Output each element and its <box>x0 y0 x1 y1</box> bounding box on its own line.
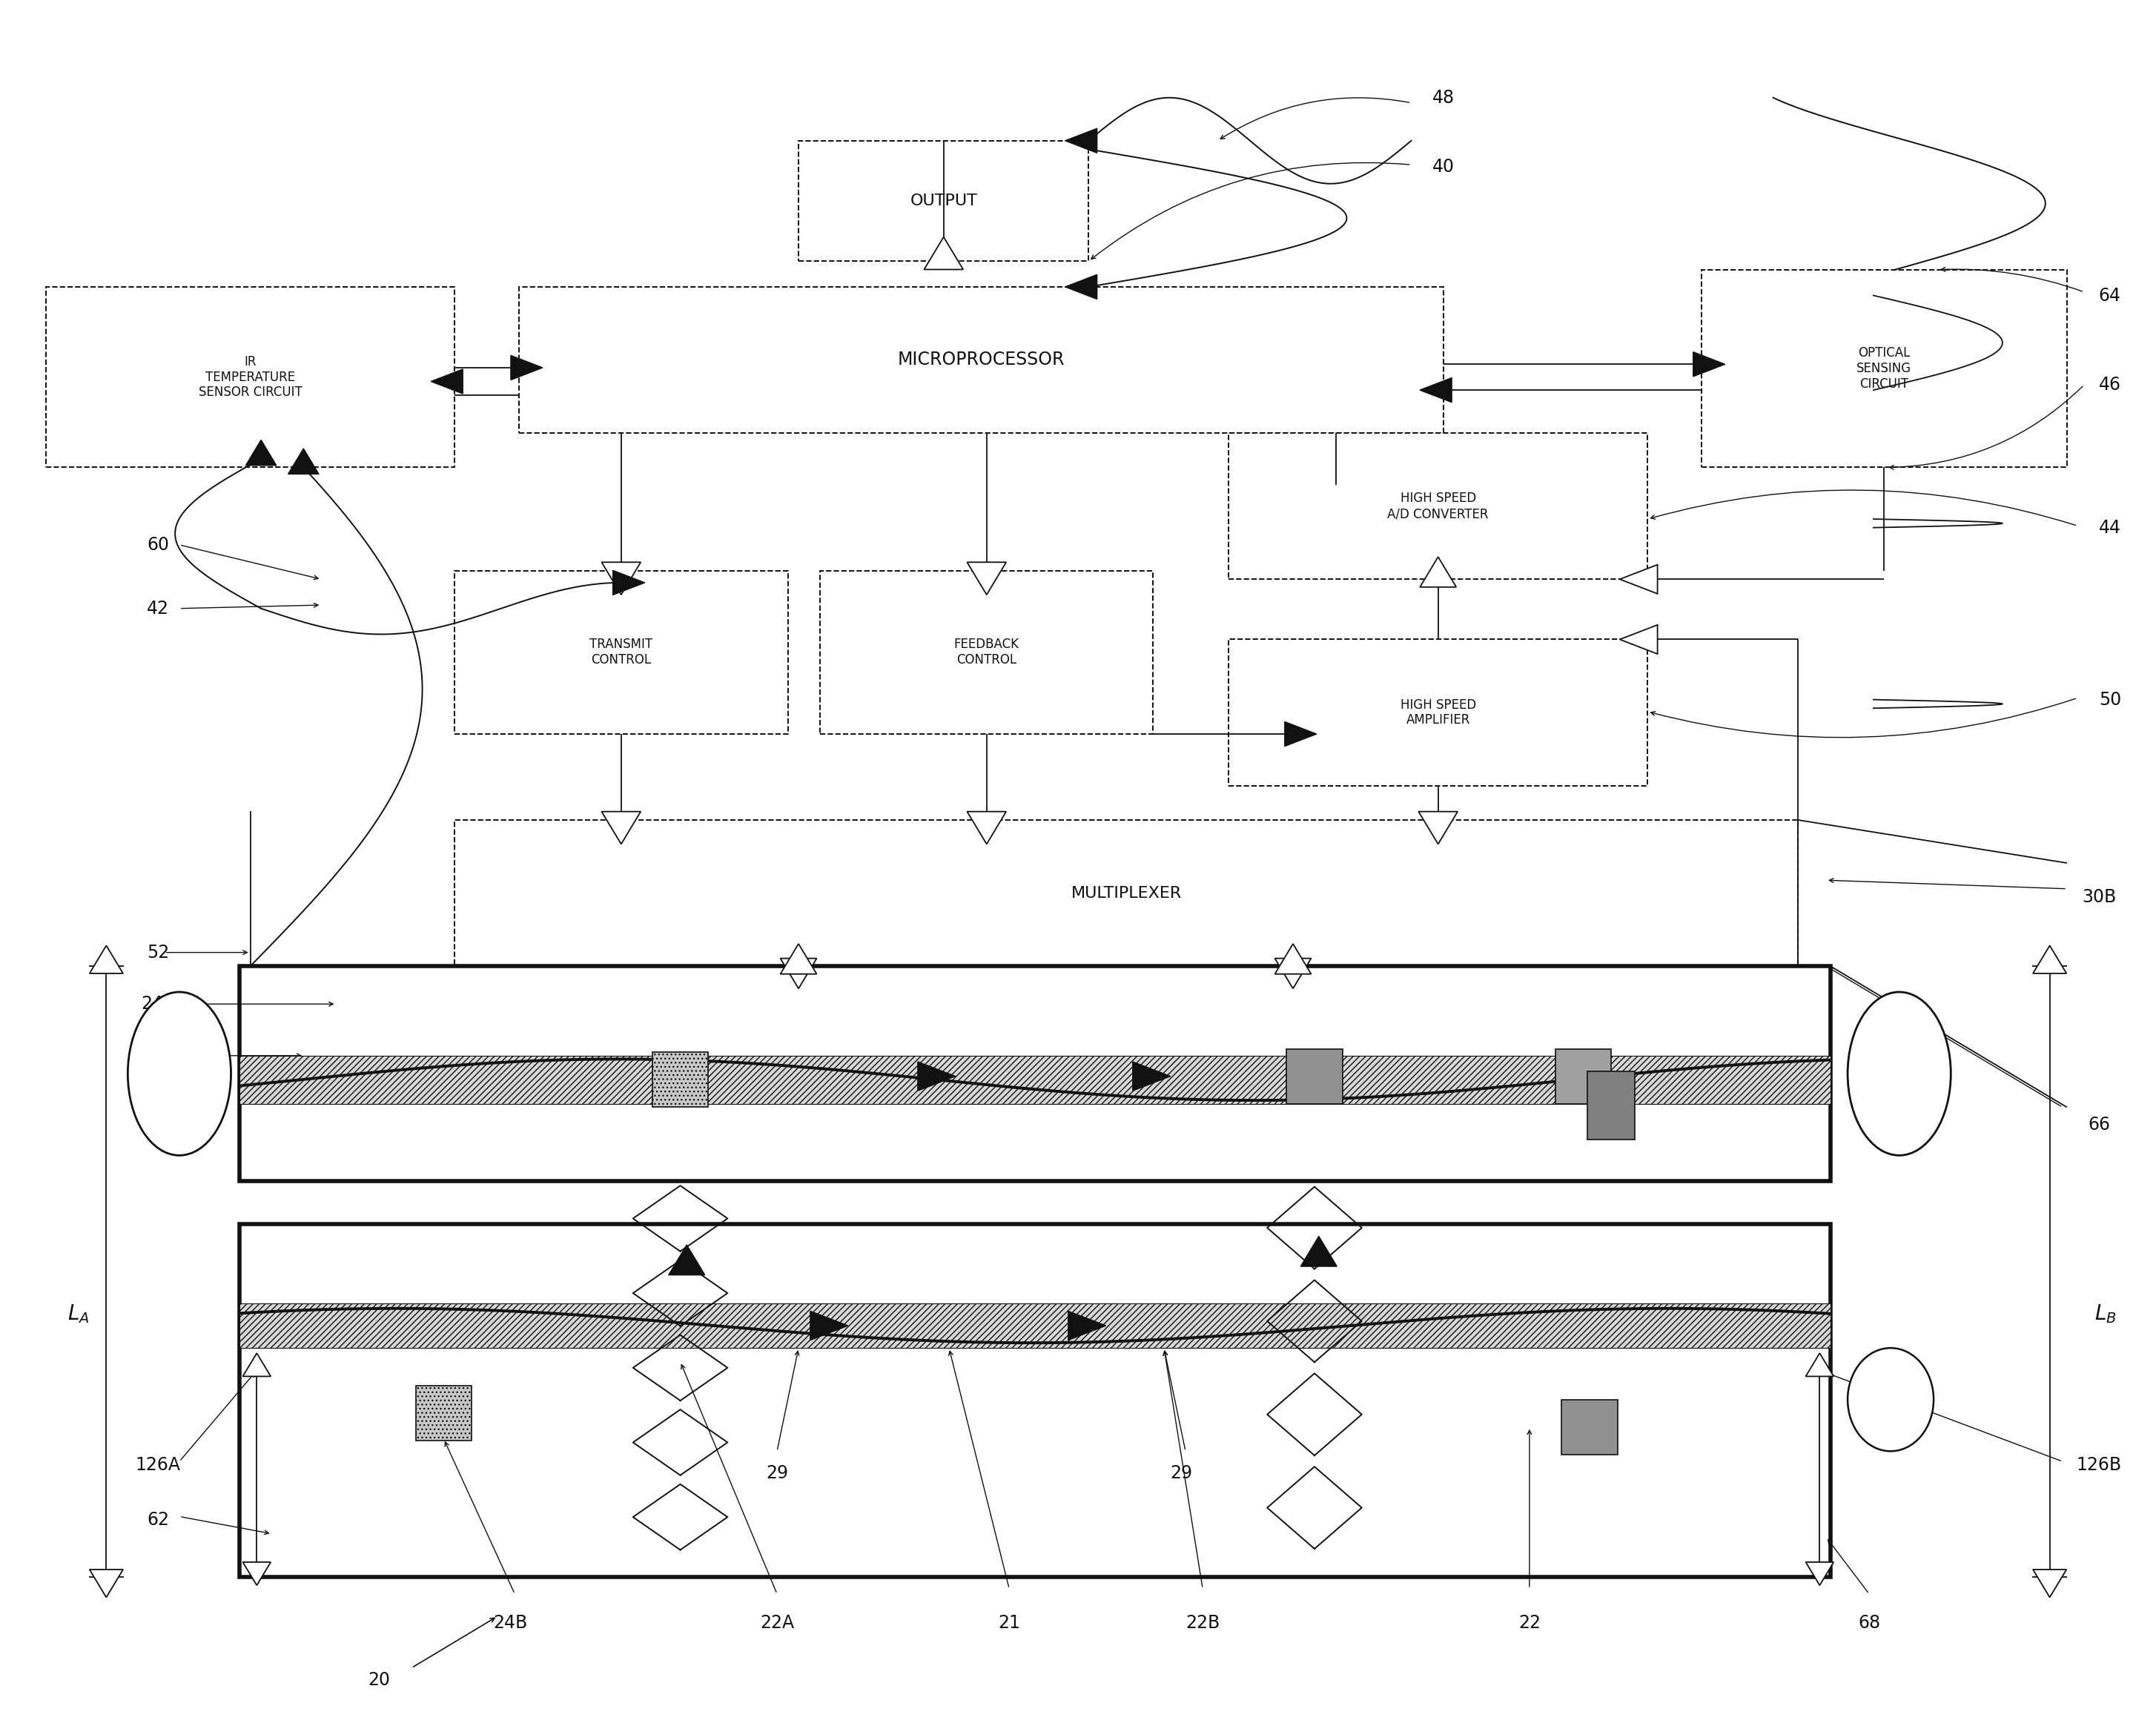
Ellipse shape <box>127 992 231 1155</box>
Text: $L_A$: $L_A$ <box>67 1303 88 1324</box>
Text: 30A: 30A <box>140 1051 175 1070</box>
Polygon shape <box>968 811 1007 844</box>
Bar <box>239 1056 1830 1103</box>
Polygon shape <box>1132 1061 1171 1091</box>
Polygon shape <box>1807 1353 1833 1376</box>
Bar <box>455 820 1798 967</box>
Text: TRANSMIT
CONTROL: TRANSMIT CONTROL <box>589 639 653 666</box>
Polygon shape <box>968 563 1007 595</box>
Text: 22A: 22A <box>759 1614 793 1633</box>
Bar <box>45 287 455 468</box>
Bar <box>455 571 787 734</box>
Text: 22: 22 <box>1518 1614 1542 1633</box>
Text: 30B: 30B <box>2083 889 2117 906</box>
Polygon shape <box>780 958 817 989</box>
Polygon shape <box>1421 557 1455 587</box>
Ellipse shape <box>1848 1348 1934 1452</box>
Polygon shape <box>1421 378 1451 402</box>
Text: MICROPROCESSOR: MICROPROCESSOR <box>897 350 1065 369</box>
Polygon shape <box>1419 811 1457 844</box>
Polygon shape <box>602 811 640 844</box>
Bar <box>1229 433 1647 580</box>
Text: 126A: 126A <box>136 1457 181 1474</box>
Text: 60: 60 <box>147 537 168 554</box>
Text: OUTPUT: OUTPUT <box>910 193 977 209</box>
Text: 64: 64 <box>2098 287 2122 304</box>
Text: HIGH SPEED
AMPLIFIER: HIGH SPEED AMPLIFIER <box>1399 697 1477 727</box>
Polygon shape <box>1274 944 1311 973</box>
Text: 22B: 22B <box>1186 1614 1220 1633</box>
Bar <box>239 1303 1830 1348</box>
Text: 29: 29 <box>765 1465 789 1483</box>
Bar <box>1554 1049 1611 1103</box>
Polygon shape <box>780 944 817 973</box>
Polygon shape <box>2033 1569 2065 1597</box>
Polygon shape <box>602 563 640 595</box>
Polygon shape <box>1807 1562 1833 1584</box>
Text: 29: 29 <box>1171 1465 1192 1483</box>
Bar <box>1561 1400 1617 1455</box>
Polygon shape <box>91 946 123 973</box>
Text: 52: 52 <box>147 944 168 961</box>
Bar <box>1587 1072 1634 1139</box>
Polygon shape <box>511 356 543 380</box>
Text: 24B: 24B <box>494 1614 528 1633</box>
Text: 126B: 126B <box>2076 1457 2122 1474</box>
Text: 66: 66 <box>2087 1115 2111 1134</box>
Polygon shape <box>918 1061 955 1091</box>
Bar <box>1701 269 2068 468</box>
Text: 20: 20 <box>369 1671 390 1688</box>
Bar <box>798 142 1089 261</box>
Text: HIGH SPEED
A/D CONVERTER: HIGH SPEED A/D CONVERTER <box>1388 492 1488 521</box>
Text: 48: 48 <box>1432 88 1455 107</box>
Bar <box>239 967 1830 1181</box>
Polygon shape <box>91 1569 123 1597</box>
Bar <box>819 571 1153 734</box>
Bar <box>520 287 1445 433</box>
Polygon shape <box>244 1353 272 1376</box>
Polygon shape <box>1619 625 1658 654</box>
Ellipse shape <box>1848 992 1951 1155</box>
Text: OPTICAL
SENSING
CIRCUIT: OPTICAL SENSING CIRCUIT <box>1856 347 1912 390</box>
Text: FEEDBACK
CONTROL: FEEDBACK CONTROL <box>953 639 1020 666</box>
Polygon shape <box>925 236 964 269</box>
Polygon shape <box>1619 564 1658 594</box>
Text: IR
TEMPERATURE
SENSOR CIRCUIT: IR TEMPERATURE SENSOR CIRCUIT <box>198 356 302 399</box>
Text: 68: 68 <box>1858 1614 1880 1633</box>
Polygon shape <box>668 1244 705 1276</box>
Text: 24A: 24A <box>140 996 175 1013</box>
Polygon shape <box>1067 1312 1106 1339</box>
Polygon shape <box>1274 958 1311 989</box>
Polygon shape <box>431 369 464 394</box>
Text: 44: 44 <box>2098 520 2122 537</box>
Polygon shape <box>246 440 276 466</box>
Polygon shape <box>289 449 319 475</box>
Polygon shape <box>244 1562 272 1584</box>
Text: 46: 46 <box>2098 376 2122 394</box>
Text: 42: 42 <box>147 599 168 618</box>
Polygon shape <box>2033 946 2065 973</box>
Bar <box>653 1053 707 1106</box>
Bar <box>416 1386 472 1441</box>
Polygon shape <box>811 1312 847 1339</box>
Text: 62: 62 <box>147 1510 168 1529</box>
Polygon shape <box>612 570 645 595</box>
Polygon shape <box>1692 352 1725 376</box>
Polygon shape <box>1065 128 1097 154</box>
Polygon shape <box>1065 274 1097 299</box>
Bar <box>239 1224 1830 1578</box>
Text: 21: 21 <box>998 1614 1020 1633</box>
Bar <box>1229 639 1647 785</box>
Text: 40: 40 <box>1432 157 1455 176</box>
Text: 50: 50 <box>2098 690 2122 708</box>
Text: $L_B$: $L_B$ <box>2096 1303 2117 1324</box>
Polygon shape <box>1300 1236 1337 1267</box>
Polygon shape <box>1285 721 1317 746</box>
Text: MULTIPLEXER: MULTIPLEXER <box>1072 885 1181 901</box>
Bar <box>1287 1049 1343 1103</box>
